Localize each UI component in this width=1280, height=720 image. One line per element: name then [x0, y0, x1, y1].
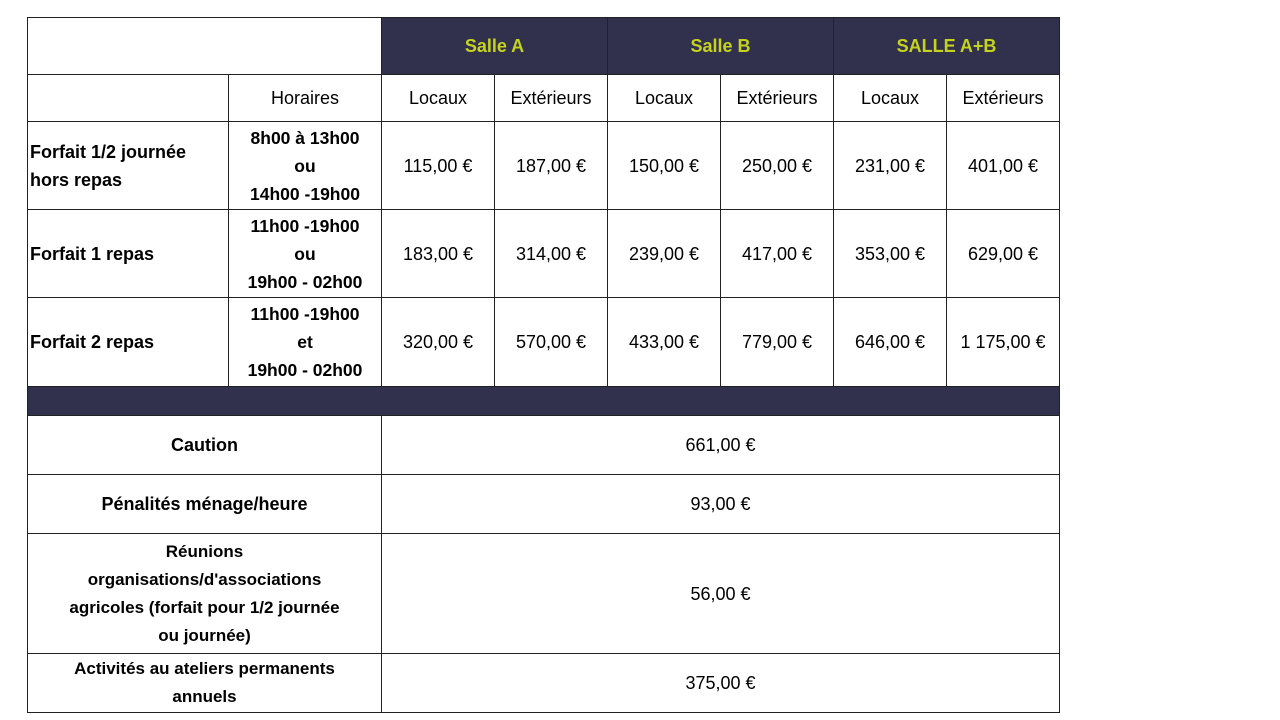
sub-header: Extérieurs	[720, 74, 834, 122]
empty-cell	[27, 74, 229, 122]
price-cell: 183,00 €	[381, 209, 495, 298]
extra-row: Caution 661,00 €	[27, 415, 1060, 475]
price-cell: 779,00 €	[720, 297, 834, 387]
room-header: Salle B	[607, 17, 834, 75]
pricing-table: Salle A Salle B SALLE A+B Horaires Locau…	[27, 17, 1060, 713]
extra-label: Activités au ateliers permanents annuels	[27, 653, 382, 713]
table-row: Forfait 2 repas 11h00 -19h00 et 19h00 - …	[27, 297, 1060, 387]
horaires-header: Horaires	[228, 74, 382, 122]
table-row: Forfait 1 repas 11h00 -19h00 ou 19h00 - …	[27, 209, 1060, 298]
price-cell: 433,00 €	[607, 297, 721, 387]
horaires-cell: 11h00 -19h00 ou 19h00 - 02h00	[228, 209, 382, 298]
sub-header: Extérieurs	[946, 74, 1060, 122]
room-header: SALLE A+B	[833, 17, 1060, 75]
price-cell: 353,00 €	[833, 209, 947, 298]
extra-label: Caution	[27, 415, 382, 475]
price-cell: 417,00 €	[720, 209, 834, 298]
price-cell: 646,00 €	[833, 297, 947, 387]
sub-header: Locaux	[607, 74, 721, 122]
sub-header: Extérieurs	[494, 74, 608, 122]
sub-header: Locaux	[833, 74, 947, 122]
price-cell: 401,00 €	[946, 121, 1060, 210]
extra-row: Réunions organisations/d'associations ag…	[27, 533, 1060, 654]
extra-value: 93,00 €	[381, 474, 1060, 534]
price-cell: 187,00 €	[494, 121, 608, 210]
empty-corner	[27, 17, 382, 75]
sub-header: Locaux	[381, 74, 495, 122]
price-cell: 314,00 €	[494, 209, 608, 298]
forfait-label: Forfait 2 repas	[27, 297, 229, 387]
extra-label: Réunions organisations/d'associations ag…	[27, 533, 382, 654]
extra-value: 375,00 €	[381, 653, 1060, 713]
table-row: Forfait 1/2 journée hors repas 8h00 à 13…	[27, 121, 1060, 210]
price-cell: 150,00 €	[607, 121, 721, 210]
separator-cell	[27, 386, 1060, 416]
sub-header-row: Horaires Locaux Extérieurs Locaux Extéri…	[27, 74, 1060, 122]
horaires-cell: 11h00 -19h00 et 19h00 - 02h00	[228, 297, 382, 387]
price-cell: 320,00 €	[381, 297, 495, 387]
extra-row: Pénalités ménage/heure 93,00 €	[27, 474, 1060, 534]
extra-row: Activités au ateliers permanents annuels…	[27, 653, 1060, 713]
extra-value: 661,00 €	[381, 415, 1060, 475]
separator-band	[27, 386, 1060, 416]
price-cell: 250,00 €	[720, 121, 834, 210]
price-cell: 231,00 €	[833, 121, 947, 210]
price-cell: 1 175,00 €	[946, 297, 1060, 387]
price-cell: 570,00 €	[494, 297, 608, 387]
horaires-cell: 8h00 à 13h00 ou 14h00 -19h00	[228, 121, 382, 210]
price-cell: 629,00 €	[946, 209, 1060, 298]
room-header: Salle A	[381, 17, 608, 75]
room-header-row: Salle A Salle B SALLE A+B	[27, 17, 1060, 75]
forfait-label: Forfait 1/2 journée hors repas	[27, 121, 229, 210]
extra-value: 56,00 €	[381, 533, 1060, 654]
extra-label: Pénalités ménage/heure	[27, 474, 382, 534]
price-cell: 115,00 €	[381, 121, 495, 210]
forfait-label: Forfait 1 repas	[27, 209, 229, 298]
price-cell: 239,00 €	[607, 209, 721, 298]
